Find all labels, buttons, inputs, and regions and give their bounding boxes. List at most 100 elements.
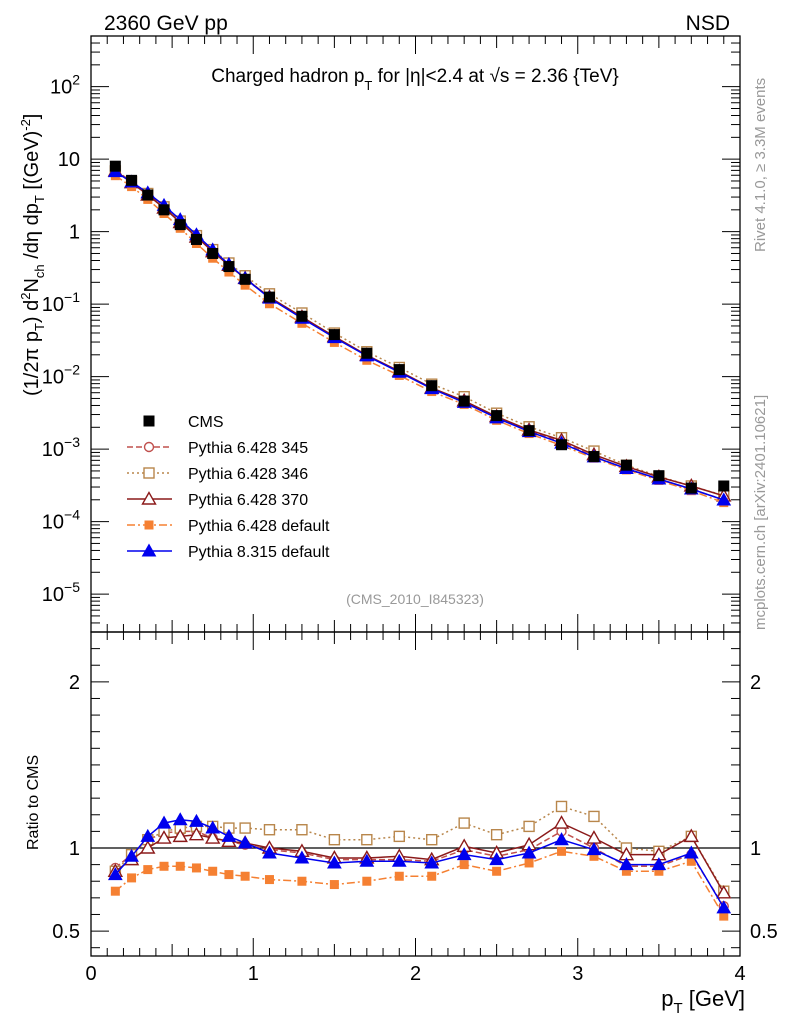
series-point-ratio [297, 876, 307, 886]
rivet-version-label: Rivet 4.1.0, ≥ 3.3M events [752, 78, 769, 252]
chart-title: Charged hadron pT for |η|<2.4 at √s = 2.… [211, 66, 618, 93]
x-tick-labels: 0 1 2 3 4 [85, 963, 745, 985]
series-point-ratio [554, 832, 569, 846]
data-point [426, 380, 438, 392]
y-tick-labels: 10−5 10−4 10−3 10−2 10−1 1 10 102 [42, 72, 80, 606]
series-point-ratio [393, 830, 405, 843]
series-point-ratio [110, 886, 120, 896]
x-tick-label: 1 [248, 963, 259, 985]
y-tick-label: 1 [69, 222, 80, 244]
series-point-ratio [156, 830, 172, 844]
ratio-plot-frame [90, 631, 741, 957]
series-point-ratio [328, 833, 341, 846]
process-label: NSD [686, 12, 730, 35]
series-point-ratio [521, 845, 537, 859]
series-point-ratio [208, 866, 218, 876]
data-point [588, 451, 600, 463]
series-point-ratio [359, 853, 375, 867]
series-point-ratio [716, 900, 732, 914]
series-point-ratio [426, 833, 438, 846]
series-point-ratio [716, 884, 732, 899]
data-point [458, 395, 470, 407]
data-point [718, 480, 730, 492]
y-tick-label: 10−2 [42, 362, 80, 389]
series-point-ratio [204, 830, 221, 844]
legend-marker-cms [143, 415, 155, 427]
series-point-ratio [327, 855, 342, 869]
series-point-ratio [329, 880, 339, 890]
series-point-ratio [683, 845, 699, 859]
series-line-main [114, 170, 725, 497]
series-point-ratio [391, 853, 407, 867]
y-tick-label: 10−4 [42, 507, 80, 534]
series-point-ratio [189, 813, 204, 827]
legend-label: Pythia 6.428 346 [188, 466, 308, 483]
x-tick-label: 4 [734, 963, 745, 985]
series-point-ratio [237, 835, 253, 849]
y-tick-label: 102 [50, 72, 80, 99]
legend-marker [143, 467, 155, 479]
ratio-tick-label-right: 2 [750, 672, 761, 694]
legend-marker [141, 543, 157, 557]
series-point-ratio [143, 865, 153, 875]
series-point-ratio [205, 820, 221, 834]
x-tick-label: 3 [572, 963, 583, 985]
legend-label: Pythia 6.428 370 [188, 492, 308, 509]
series-point-ratio [124, 848, 139, 862]
series-point-ratio [221, 828, 237, 842]
axis-ticks [90, 35, 741, 956]
data-point [685, 482, 697, 494]
legend-label: Pythia 6.428 345 [188, 440, 308, 457]
legend-label: Pythia 8.315 default [188, 544, 330, 561]
data-point [126, 174, 138, 186]
data-point [109, 160, 121, 172]
series-point-ratio [458, 817, 470, 829]
series-point-ratio [191, 863, 201, 873]
data-point [239, 273, 251, 285]
data-point [190, 233, 202, 245]
legend-label: Pythia 6.428 default [188, 518, 330, 535]
series-point-ratio [140, 828, 156, 842]
series-point-ratio [159, 861, 169, 871]
mcplots-label: mcplots.cern.ch [arXiv:2401.10621] [752, 395, 769, 630]
data-point [223, 261, 235, 273]
ratio-tick-label-right: 0.5 [750, 921, 778, 943]
data-point [174, 219, 186, 231]
series-point-ratio [156, 815, 172, 829]
ratio-tick-label-right: 1 [750, 838, 761, 860]
series-line-ratio [114, 805, 725, 892]
y-tick-label: 10−1 [42, 289, 80, 316]
series-point-ratio [553, 815, 570, 829]
series-point-ratio [683, 828, 700, 843]
series-point-ratio [262, 845, 277, 859]
data-point [158, 204, 170, 216]
series-point-ratio [586, 842, 602, 856]
ratio-tick-label-left: 2 [69, 672, 80, 694]
data-point [556, 439, 568, 451]
x-axis-label: pT [GeV] [661, 986, 745, 1017]
legend-marker [144, 520, 154, 530]
series-point-ratio [424, 855, 440, 869]
ratio-tick-labels: 0.5 0.5 1 1 2 2 [52, 672, 778, 943]
series-point-ratio [523, 820, 535, 833]
data-point [328, 329, 340, 341]
x-tick-label: 0 [85, 963, 96, 985]
series-point-ratio [224, 870, 234, 880]
series-point-ratio [459, 860, 469, 870]
main-plot-frame [90, 35, 741, 633]
legend: CMS Pythia 6.428 345 Pythia 6.428 346 Pythi… [127, 414, 330, 561]
y-tick-label: 10 [58, 149, 80, 171]
series-point-ratio [588, 810, 600, 823]
data-point [393, 364, 405, 376]
series-point-ratio [172, 812, 188, 826]
data-point [263, 291, 275, 303]
series-point-ratio [294, 850, 310, 864]
series-point-ratio [188, 826, 205, 841]
series-point-ratio [492, 866, 502, 876]
ratio-axis-label: Ratio to CMS [25, 755, 42, 850]
series-point-ratio [362, 876, 372, 886]
data-point [523, 425, 535, 437]
data-point [361, 347, 373, 359]
series-point-ratio [264, 875, 274, 885]
